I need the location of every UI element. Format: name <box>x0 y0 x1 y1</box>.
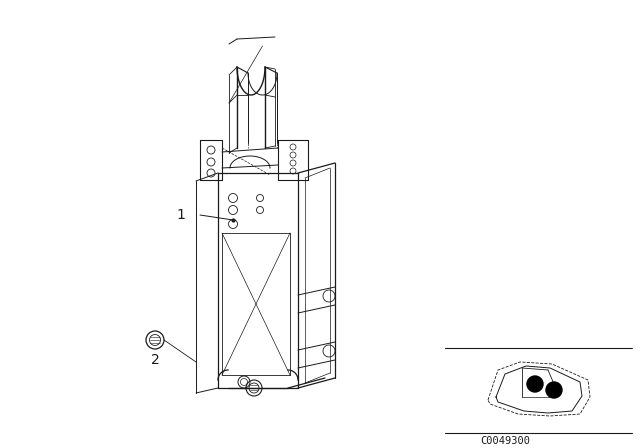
Text: 2: 2 <box>150 353 159 367</box>
Text: C0049300: C0049300 <box>480 436 530 446</box>
Circle shape <box>527 376 543 392</box>
Circle shape <box>546 382 562 398</box>
Text: 1: 1 <box>176 208 185 222</box>
